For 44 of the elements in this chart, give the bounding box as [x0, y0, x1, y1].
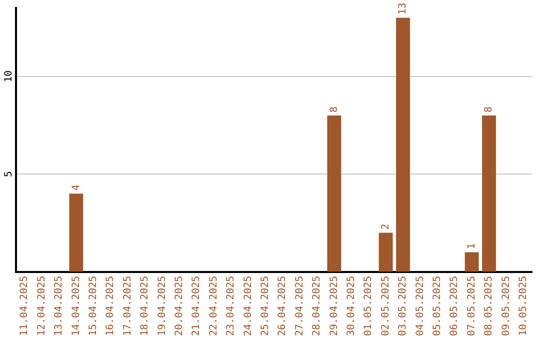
- bar: [378, 232, 393, 272]
- x-tick-label: 05.05.2025: [432, 276, 443, 336]
- x-tick-label: 07.05.2025: [466, 276, 478, 336]
- x-tick-label: 29.04.2025: [328, 276, 340, 336]
- data-label: 2: [380, 224, 392, 230]
- y-tick-label: 10: [4, 70, 15, 82]
- x-tick-label: 09.05.2025: [500, 276, 512, 336]
- data-label: 8: [484, 106, 495, 112]
- x-tick-label: 23.04.2025: [226, 276, 237, 336]
- x-tick-label: 20.04.2025: [174, 276, 185, 336]
- x-tick-label: 13.04.2025: [54, 276, 65, 336]
- x-tick-label: 18.04.2025: [140, 276, 151, 336]
- x-tick-label: 04.05.2025: [414, 276, 426, 336]
- x-tick-label: 26.04.2025: [277, 276, 288, 336]
- data-label: 13: [398, 2, 409, 15]
- x-tick-label: 21.04.2025: [191, 276, 202, 336]
- x-tick-label: 03.05.2025: [398, 276, 409, 336]
- x-tick-label: 14.04.2025: [70, 276, 82, 336]
- x-tick-label: 22.04.2025: [208, 276, 220, 336]
- x-tick-label: 12.04.2025: [36, 276, 48, 336]
- x-tick-label: 16.04.2025: [105, 276, 116, 336]
- x-tick-label: 06.05.2025: [449, 276, 460, 336]
- x-tick-label: 24.04.2025: [242, 276, 254, 336]
- y-tick-label: 5: [4, 171, 15, 178]
- data-label: 8: [328, 106, 340, 112]
- bar: [464, 252, 479, 272]
- bar: [69, 194, 84, 272]
- x-tick-label: 10.05.2025: [518, 276, 529, 336]
- bar: [327, 115, 342, 272]
- x-tick-label: 08.05.2025: [484, 276, 495, 336]
- x-tick-label: 25.04.2025: [260, 276, 271, 336]
- data-label: 1: [466, 243, 478, 250]
- x-tick-label: 28.04.2025: [312, 276, 323, 336]
- x-tick-label: 11.04.2025: [19, 276, 30, 336]
- data-label: 4: [70, 184, 82, 191]
- bar: [482, 115, 496, 272]
- x-tick-label: 17.04.2025: [122, 276, 134, 336]
- x-tick-label: 02.05.2025: [380, 276, 392, 336]
- x-tick-label: 15.04.2025: [88, 276, 99, 336]
- x-tick-label: 19.04.2025: [156, 276, 168, 336]
- x-tick-label: 27.04.2025: [294, 276, 306, 336]
- x-tick-label: 01.05.2025: [363, 276, 374, 336]
- bar: [396, 18, 410, 272]
- x-tick-label: 30.04.2025: [346, 276, 357, 336]
